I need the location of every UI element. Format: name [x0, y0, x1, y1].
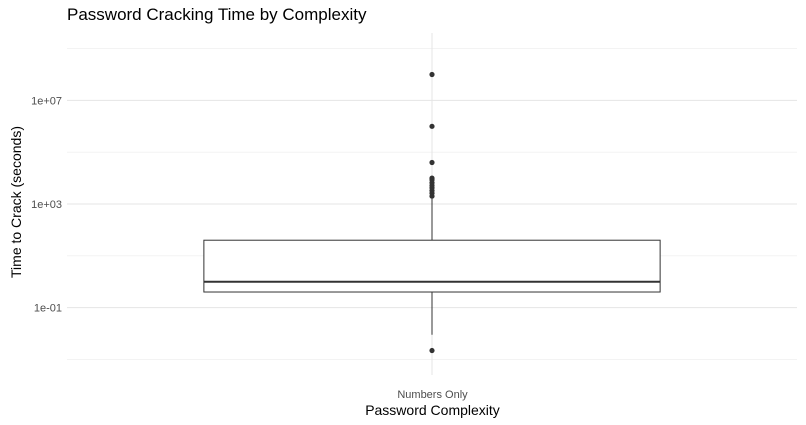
outlier-point — [429, 347, 435, 354]
x-axis-title: Password Complexity — [365, 402, 500, 418]
x-tick-label: Numbers Only — [397, 389, 468, 401]
box — [203, 239, 661, 293]
y-tick-label: 1e+07 — [31, 95, 62, 107]
chart-title: Password Cracking Time by Complexity — [67, 5, 367, 24]
y-axis-ticks: 1e-01 1e+03 1e+07 — [31, 95, 62, 314]
outlier-point — [429, 71, 435, 78]
y-tick-label: 1e-01 — [34, 303, 62, 315]
outlier-point — [429, 123, 435, 129]
outlier-point — [429, 159, 435, 166]
outlier-point — [429, 175, 435, 181]
y-tick-label: 1e+03 — [31, 199, 62, 211]
y-axis-title: Time to Crack (seconds) — [8, 126, 24, 278]
box-layer — [203, 71, 661, 354]
